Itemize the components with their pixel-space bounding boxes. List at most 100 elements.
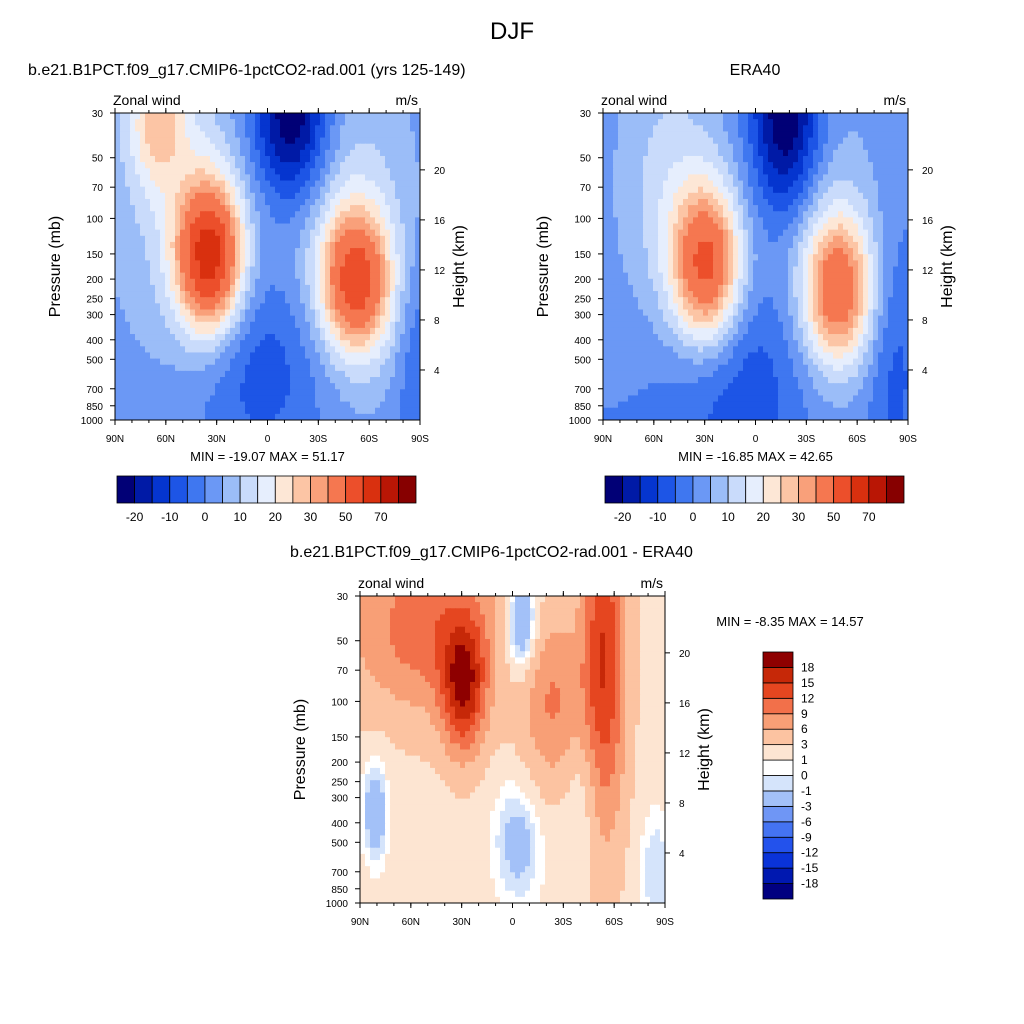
field-cell (265, 241, 271, 249)
field-cell (320, 364, 326, 372)
field-cell (260, 272, 266, 280)
field-cell (638, 192, 644, 200)
field-cell (180, 315, 186, 323)
field-cell (793, 272, 799, 280)
field-cell (748, 241, 754, 249)
field-cell (658, 162, 664, 169)
field-cell (853, 248, 859, 255)
field-cell (853, 266, 859, 274)
field-cell (225, 291, 231, 298)
field-cell (375, 155, 381, 163)
field-cell (683, 168, 689, 175)
field-cell (708, 278, 714, 286)
field-cell (723, 272, 729, 280)
field-cell (215, 346, 221, 354)
field-cell (693, 241, 699, 249)
field-cell (145, 401, 151, 409)
field-cell (200, 192, 206, 200)
field-cell (245, 401, 251, 409)
field-cell (603, 211, 609, 218)
field-cell (290, 241, 296, 249)
field-cell (340, 131, 346, 139)
field-cell (155, 211, 161, 218)
field-cell (618, 155, 624, 163)
field-cell (160, 192, 166, 200)
field-cell (618, 198, 624, 206)
field-cell (350, 241, 356, 249)
field-cell (753, 198, 759, 206)
field-cell (818, 272, 824, 280)
field-cell (380, 241, 386, 249)
field-cell (115, 321, 121, 329)
field-cell (160, 352, 166, 360)
field-cell (260, 315, 266, 323)
field-cell (868, 180, 874, 188)
field-cell (718, 248, 724, 255)
field-cell (165, 303, 171, 311)
field-cell (385, 217, 391, 225)
field-cell (225, 168, 231, 175)
field-cell (903, 235, 908, 243)
field-cell (235, 389, 241, 397)
field-cell (140, 303, 146, 311)
field-cell (355, 352, 361, 360)
field-cell (873, 113, 879, 120)
field-cell (783, 125, 789, 133)
field-cell (758, 291, 764, 298)
field-cell (200, 119, 206, 126)
field-cell (310, 149, 316, 157)
field-cell (350, 248, 356, 255)
field-cell (748, 254, 754, 261)
field-cell (265, 131, 271, 139)
field-cell (135, 291, 141, 298)
field-cell (305, 297, 311, 304)
field-cell (190, 198, 196, 206)
field-cell (355, 272, 361, 280)
field-cell (743, 217, 749, 225)
field-cell (275, 180, 281, 188)
field-cell (703, 254, 709, 261)
field-cell (385, 315, 391, 323)
field-cell (215, 309, 221, 317)
field-cell (225, 235, 231, 243)
field-cell (873, 211, 879, 218)
field-cell (235, 149, 241, 157)
field-cell (305, 113, 311, 120)
field-cell (340, 137, 346, 145)
field-cell (648, 223, 654, 231)
field-cell (638, 272, 644, 280)
field-cell (140, 370, 146, 378)
field-cell (748, 272, 754, 280)
field-cell (838, 174, 844, 182)
field-cell (898, 229, 904, 237)
field-cell (783, 162, 789, 169)
field-cell (330, 327, 336, 335)
field-cell (648, 248, 654, 255)
field-cell (390, 113, 396, 120)
field-cell (683, 284, 689, 292)
field-cell (220, 370, 226, 378)
field-cell (330, 383, 336, 390)
field-cell (365, 266, 371, 274)
field-cell (300, 223, 306, 231)
field-cell (623, 119, 629, 126)
field-cell (350, 223, 356, 231)
field-cell (878, 235, 884, 243)
field-cell (205, 407, 211, 415)
field-cell (818, 260, 824, 268)
field-cell (410, 401, 416, 409)
field-cell (190, 370, 196, 378)
field-cell (375, 180, 381, 188)
field-cell (335, 303, 341, 311)
field-cell (883, 186, 889, 194)
field-cell (270, 113, 276, 120)
field-cell (713, 260, 719, 268)
field-cell (235, 340, 241, 347)
field-cell (863, 272, 869, 280)
field-cell (613, 229, 619, 237)
field-cell (160, 241, 166, 249)
field-cell (903, 260, 908, 268)
field-cell (668, 248, 674, 255)
field-cell (713, 205, 719, 212)
field-cell (778, 235, 784, 243)
